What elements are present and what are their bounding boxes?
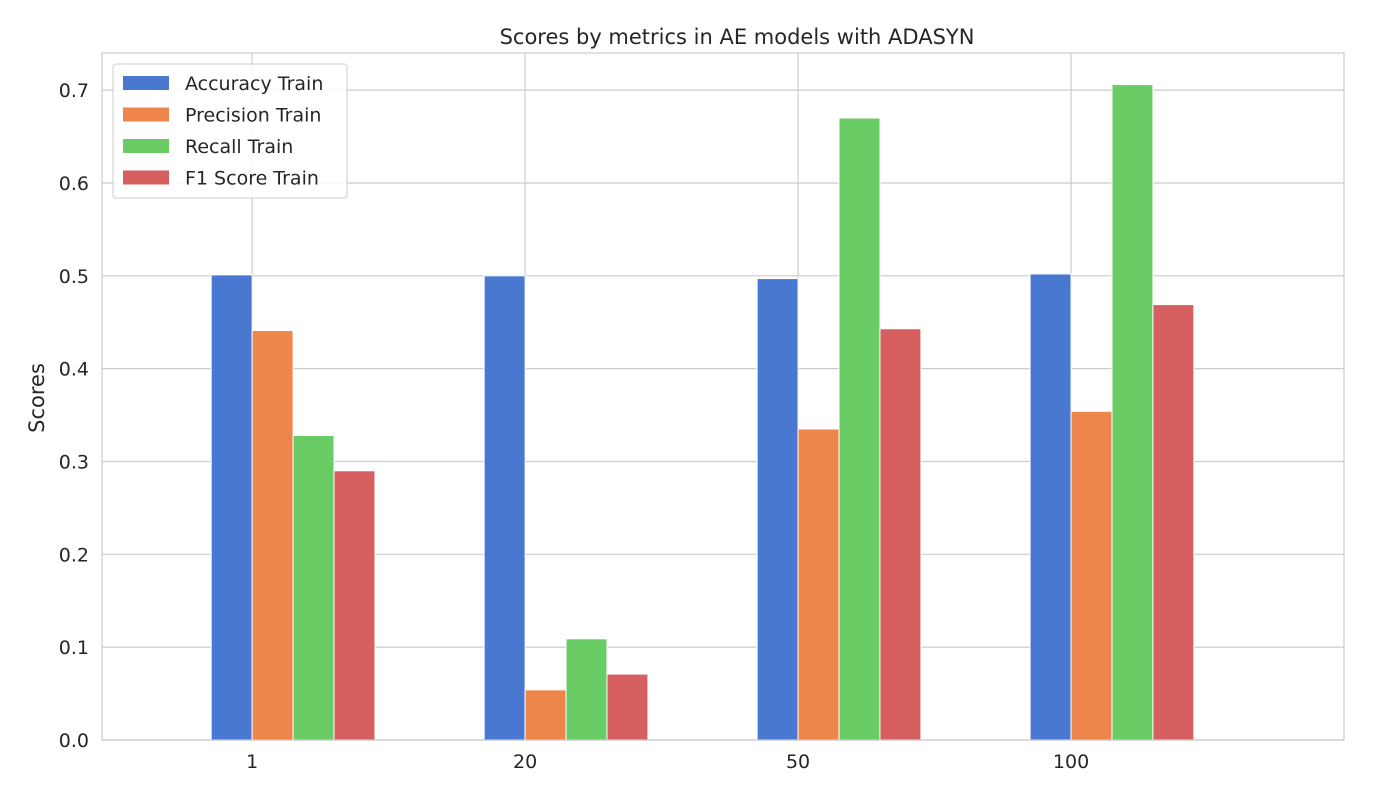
x-tick-label: 50 xyxy=(786,751,810,773)
bar-precision-train-50 xyxy=(797,428,840,741)
legend-label: Precision Train xyxy=(185,105,321,127)
bar-accuracy-train-20 xyxy=(483,275,526,741)
bar-f1-score-train-100 xyxy=(1152,304,1195,741)
bar-accuracy-train-1 xyxy=(210,274,253,741)
y-tick-label: 0.6 xyxy=(59,173,89,195)
bar-recall-train-100 xyxy=(1111,84,1154,741)
y-tick-label: 0.2 xyxy=(59,544,89,566)
y-tick-label: 0.5 xyxy=(59,266,89,288)
bar-f1-score-train-50 xyxy=(879,328,922,741)
y-tick-label: 0.4 xyxy=(59,359,89,381)
legend: Accuracy Train Precision Train Recall Trai… xyxy=(112,63,348,199)
legend-label: Accuracy Train xyxy=(185,73,323,95)
x-tick-labels: 1 20 50 100 xyxy=(246,751,1089,773)
legend-label: F1 Score Train xyxy=(185,168,319,190)
legend-frame xyxy=(112,63,348,199)
bar-f1-score-train-1 xyxy=(333,470,376,741)
x-tick-label: 20 xyxy=(513,751,537,773)
bar-f1-score-train-20 xyxy=(606,673,649,741)
legend-label: Recall Train xyxy=(185,136,293,158)
bar-recall-train-20 xyxy=(565,638,608,741)
bar-accuracy-train-100 xyxy=(1029,273,1072,741)
x-tick-label: 100 xyxy=(1053,751,1089,773)
bar-recall-train-1 xyxy=(292,434,335,741)
y-tick-labels: 0.0 0.1 0.2 0.3 0.4 0.5 0.6 0.7 xyxy=(59,80,89,752)
bar-accuracy-train-50 xyxy=(756,278,799,741)
bars xyxy=(210,84,1195,741)
bar-precision-train-1 xyxy=(251,330,294,741)
plot-frame xyxy=(101,52,1345,741)
y-tick-label: 0.3 xyxy=(59,451,89,473)
legend-swatch xyxy=(123,107,169,122)
legend-swatch xyxy=(123,170,169,185)
y-tick-label: 0.7 xyxy=(59,80,89,102)
y-tick-label: 0.0 xyxy=(59,730,89,752)
legend-swatch xyxy=(123,139,169,153)
bar-precision-train-100 xyxy=(1070,410,1113,741)
chart-title: Scores by metrics in AE models with ADAS… xyxy=(500,25,975,49)
y-axis-label: Scores xyxy=(25,363,49,433)
x-tick-label: 1 xyxy=(246,751,258,773)
bar-precision-train-20 xyxy=(524,689,567,741)
y-tick-label: 0.1 xyxy=(59,637,89,659)
bar-recall-train-50 xyxy=(838,117,881,741)
legend-swatch xyxy=(123,76,169,90)
